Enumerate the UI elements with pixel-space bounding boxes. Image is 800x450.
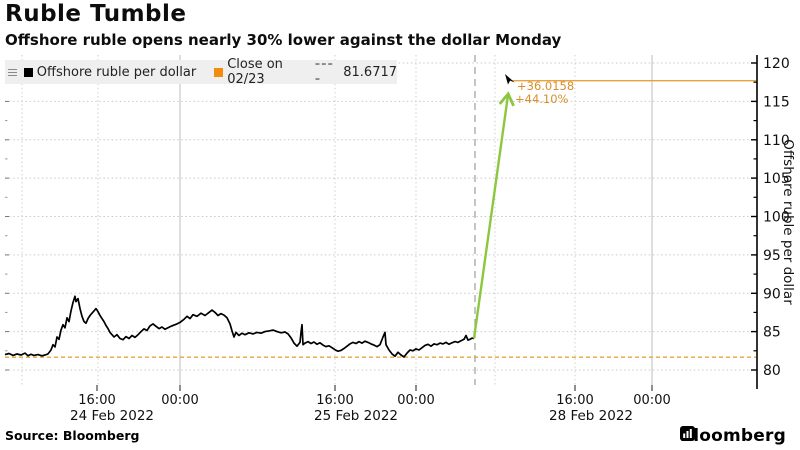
price-line-series xyxy=(4,295,475,358)
change-annotation: +36.0158+44.10% xyxy=(515,79,574,106)
svg-text:00:00: 00:00 xyxy=(633,393,670,408)
jump-arrow xyxy=(472,91,515,339)
svg-text:100: 100 xyxy=(763,210,790,226)
bloomberg-wordmark: Bloomberg xyxy=(680,426,786,446)
svg-text:120: 120 xyxy=(763,56,790,72)
svg-text:24 Feb 2022: 24 Feb 2022 xyxy=(70,408,154,424)
svg-text:95: 95 xyxy=(763,248,781,264)
svg-text:80: 80 xyxy=(763,363,781,379)
svg-text:00:00: 00:00 xyxy=(397,393,434,408)
legend-item-close[interactable]: Close on 02/23 xyxy=(227,57,283,87)
chart-legend: Offshore ruble per dollar Close on 02/23… xyxy=(5,57,398,87)
legend-menu-icon[interactable] xyxy=(8,67,17,77)
close-dash-sample: ---- xyxy=(314,57,334,87)
source-caption: Source: Bloomberg xyxy=(5,428,140,443)
y-axis: 80 85 90 95 100 105 110 115 120 xyxy=(5,55,790,389)
svg-text:105: 105 xyxy=(763,171,790,187)
chart-plot-area[interactable]: +36.0158+44.10% 80 85 90 95 100 105 110 115 120 Of… xyxy=(0,50,800,430)
svg-text:+36.0158: +36.0158 xyxy=(517,79,574,93)
svg-text:28 Feb 2022: 28 Feb 2022 xyxy=(549,408,633,424)
close-value: 81.6717 xyxy=(343,64,398,80)
page-title: Ruble Tumble xyxy=(5,1,187,27)
svg-text:85: 85 xyxy=(763,325,781,341)
svg-text:00:00: 00:00 xyxy=(161,393,198,408)
svg-text:115: 115 xyxy=(763,94,790,110)
y-axis-label: Offshore ruble per dollar xyxy=(780,139,796,305)
legend-item-offshore-ruble[interactable]: Offshore ruble per dollar xyxy=(36,64,197,80)
chart-subtitle: Offshore ruble opens nearly 30% lower ag… xyxy=(5,31,562,49)
svg-text:16:00: 16:00 xyxy=(78,393,115,408)
mouse-cursor-icon xyxy=(505,74,515,85)
svg-text:Offshore ruble per dollar: Offshore ruble per dollar xyxy=(780,139,796,305)
grid-lines xyxy=(5,55,757,385)
svg-text:16:00: 16:00 xyxy=(556,393,593,408)
svg-text:+44.10%: +44.10% xyxy=(515,92,569,106)
close-swatch-icon xyxy=(214,67,224,77)
x-axis: 16:00 00:00 16:00 00:00 16:00 00:00 24 Feb 202… xyxy=(70,385,671,424)
svg-text:110: 110 xyxy=(763,133,790,149)
svg-text:25 Feb 2022: 25 Feb 2022 xyxy=(314,408,398,424)
series-swatch-icon xyxy=(23,67,33,77)
svg-text:16:00: 16:00 xyxy=(316,393,353,408)
bloomberg-logo-icon xyxy=(680,426,696,441)
svg-text:90: 90 xyxy=(763,286,781,302)
